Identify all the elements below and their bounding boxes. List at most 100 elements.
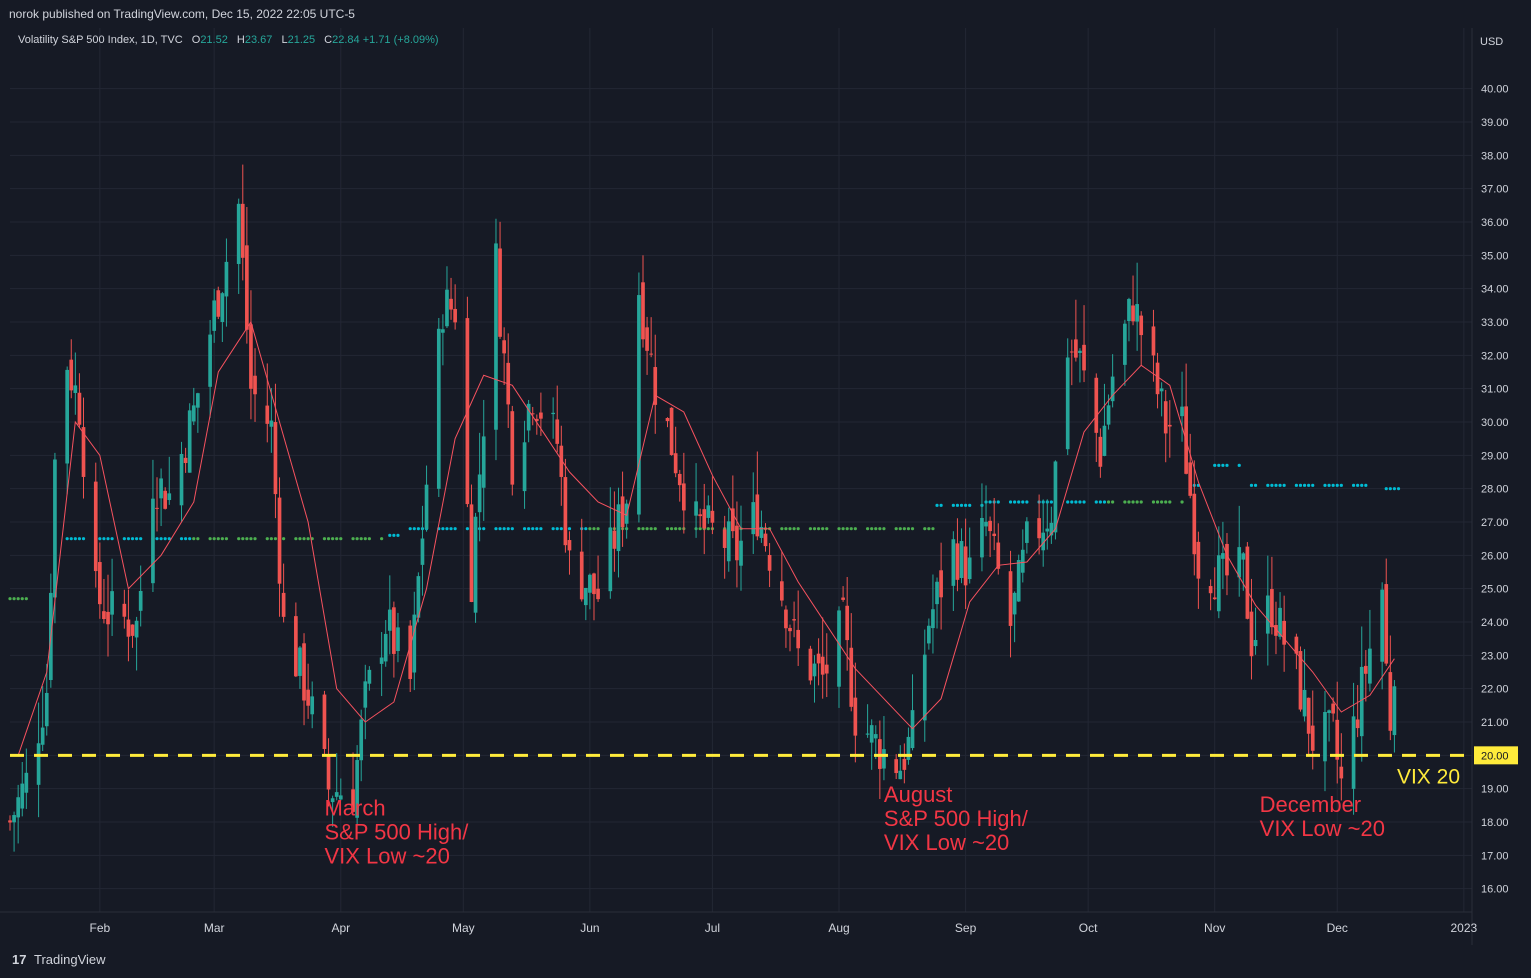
candle-body [559, 445, 564, 477]
candle-body [996, 542, 1001, 569]
stop-dot [208, 537, 212, 541]
candle-body [1127, 299, 1131, 321]
candle-body [1253, 639, 1258, 647]
time-axis[interactable]: Feb Mar Apr May Jun Jul Aug Sep Oct Nov Dec 2023 [89, 921, 1477, 935]
candle-body [939, 570, 943, 598]
candle-body [302, 643, 306, 701]
candle-body [722, 529, 727, 548]
candle-body [1159, 388, 1164, 392]
candle-body [167, 493, 172, 501]
stop-dot [1339, 483, 1343, 487]
stop-dot [1082, 500, 1086, 504]
stop-dot [1331, 483, 1335, 487]
candle-body [224, 261, 229, 297]
candle-body [73, 385, 78, 394]
candle-body [845, 605, 850, 641]
candle-body [1078, 350, 1082, 353]
stop-dot [1396, 487, 1401, 491]
stop-dot [1135, 500, 1139, 504]
candle-body [122, 603, 127, 617]
y-tick-label: 25.00 [1481, 584, 1509, 596]
candle-body [641, 282, 645, 340]
candle-body [730, 508, 735, 532]
candle-body [551, 412, 555, 415]
y-tick-label: 27.00 [1481, 517, 1509, 529]
stop-dot [1364, 483, 1368, 487]
stop-dot [939, 503, 943, 507]
candle-body [1380, 589, 1384, 662]
y-tick-label: 34.00 [1481, 284, 1509, 296]
candle-body [359, 719, 364, 761]
stop-dot [1249, 483, 1254, 487]
stop-dot [1111, 500, 1115, 504]
stop-dot [69, 537, 73, 541]
candle-body [138, 590, 143, 611]
candle-body [281, 592, 286, 617]
stop-dot [870, 527, 874, 531]
stop-dot [882, 527, 886, 531]
stop-dot [816, 527, 821, 531]
candle-body [1331, 703, 1335, 714]
candle-body [812, 663, 817, 677]
candle-body [530, 413, 535, 415]
stop-dot [396, 533, 400, 537]
candle-body [967, 557, 972, 580]
candle-body [1188, 462, 1193, 496]
stop-dot [1013, 500, 1017, 504]
candle-body [1131, 305, 1135, 322]
candle-body [265, 405, 270, 424]
y-tick-label: 30.00 [1481, 417, 1509, 429]
stop-dot [159, 537, 163, 541]
candle-body [710, 510, 715, 523]
candle-body [1094, 377, 1099, 433]
candle-body [110, 591, 114, 615]
stop-dot [498, 527, 502, 531]
stop-dot [502, 527, 506, 531]
stop-dot [825, 527, 829, 531]
price-axis-background[interactable] [1472, 28, 1531, 912]
candle-body [1245, 546, 1250, 619]
y-tick-label: 16.00 [1481, 884, 1509, 896]
stop-dot [130, 537, 135, 541]
x-tick-label: Dec [1327, 921, 1348, 935]
candle-body [310, 696, 315, 715]
stop-dot [77, 537, 82, 541]
stop-dot [1274, 483, 1278, 487]
stop-dot [792, 527, 796, 531]
candle-body [481, 436, 486, 488]
candle-body [326, 755, 331, 790]
candle-body [882, 749, 886, 769]
candle-body [1049, 522, 1054, 536]
candle-body [534, 418, 539, 421]
candle-body [473, 516, 478, 613]
low-label: L [281, 34, 288, 46]
candle-body [1274, 624, 1278, 636]
candle-body [1278, 607, 1282, 637]
symbol-legend[interactable]: Volatility S&P 500 Index, 1D, TVC O21.52… [18, 34, 439, 46]
candle-body [216, 290, 221, 317]
candle-body [767, 554, 772, 571]
tradingview-logo-icon[interactable]: 17 [12, 952, 27, 967]
candle-body [935, 581, 939, 605]
y-tick-label: 32.00 [1481, 350, 1509, 362]
candle-body [1216, 555, 1221, 612]
candle-body [853, 697, 858, 736]
stop-dot [898, 527, 902, 531]
stop-dot [331, 537, 335, 541]
candle-body [196, 393, 200, 408]
stop-dot [678, 527, 682, 531]
y-tick-label: 38.00 [1481, 150, 1509, 162]
stop-dot [784, 527, 788, 531]
candle-body [796, 629, 801, 649]
candle-body [1151, 326, 1156, 356]
stop-dot [788, 527, 792, 531]
brand-name[interactable]: TradingView [34, 952, 106, 967]
stop-dot [363, 537, 367, 541]
candle-body [1155, 362, 1160, 395]
candle-body [449, 298, 453, 310]
y-tick-label: 19.00 [1481, 784, 1509, 796]
stop-dot [1335, 483, 1339, 487]
stop-dot [841, 527, 845, 531]
candle-body [36, 743, 41, 785]
